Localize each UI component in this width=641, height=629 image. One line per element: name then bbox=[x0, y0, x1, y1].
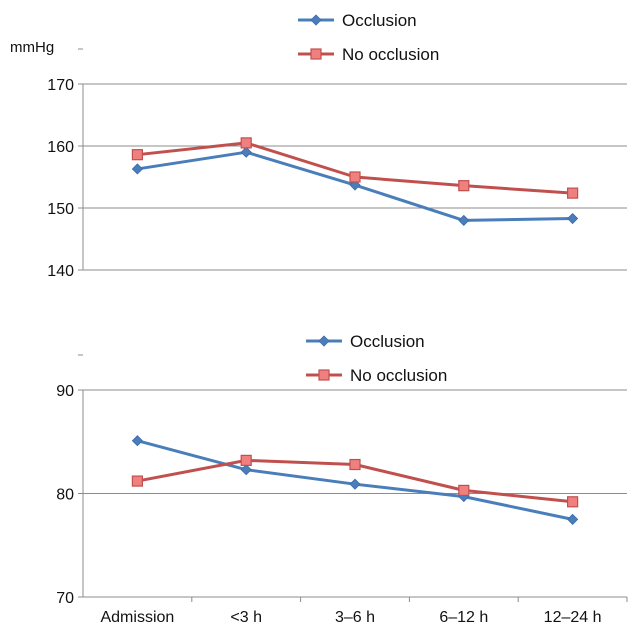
data-point-square bbox=[310, 48, 322, 60]
data-point-square bbox=[566, 187, 579, 199]
y-axis-unit-label: mmHg bbox=[10, 39, 54, 56]
y-tick-label: 150 bbox=[47, 201, 74, 218]
x-tick-label: Admission bbox=[100, 609, 174, 626]
data-point-square bbox=[349, 458, 361, 471]
data-point-square bbox=[458, 180, 470, 192]
x-tick-label: 3–6 h bbox=[335, 609, 375, 626]
diastolic-chart: 70 80 90 Admission <3 h 3–6 h 6–12 h 12–24 h Occ… bbox=[56, 332, 628, 626]
data-point-diamond bbox=[349, 478, 361, 490]
legend-label: No occlusion bbox=[350, 366, 447, 385]
y-tick-label: 140 bbox=[47, 263, 74, 280]
data-point-square bbox=[566, 496, 579, 508]
data-point-diamond bbox=[131, 163, 143, 175]
data-point-diamond bbox=[240, 146, 252, 158]
x-tick-label: 12–24 h bbox=[544, 609, 602, 626]
data-point-diamond bbox=[240, 464, 252, 476]
y-tick-label: 80 bbox=[56, 487, 74, 504]
data-point-square bbox=[349, 171, 361, 183]
legend-label: Occlusion bbox=[350, 332, 425, 351]
legend-label: Occlusion bbox=[342, 11, 417, 30]
systolic-chart: 140 150 160 170 mmHg Occlusion No occlusion bbox=[10, 11, 627, 280]
y-tick-label: 90 bbox=[56, 383, 74, 400]
x-tick-label: 6–12 h bbox=[439, 609, 488, 626]
data-point-square bbox=[131, 475, 143, 487]
y-tick-label: 160 bbox=[47, 139, 74, 156]
legend-label: No occlusion bbox=[342, 45, 439, 64]
data-point-diamond bbox=[567, 513, 579, 525]
data-point-diamond bbox=[318, 335, 330, 347]
data-point-square bbox=[318, 369, 330, 381]
data-point-square bbox=[240, 137, 252, 149]
y-tick-label: 170 bbox=[47, 77, 74, 94]
data-point-diamond bbox=[458, 214, 470, 226]
data-point-square bbox=[131, 149, 143, 161]
data-point-square bbox=[458, 484, 470, 496]
data-point-diamond bbox=[131, 435, 143, 447]
data-point-diamond bbox=[310, 14, 322, 26]
x-tick-label: <3 h bbox=[230, 609, 262, 626]
y-tick-label: 70 bbox=[56, 590, 74, 607]
data-point-square bbox=[240, 454, 252, 466]
data-point-diamond bbox=[567, 212, 579, 225]
